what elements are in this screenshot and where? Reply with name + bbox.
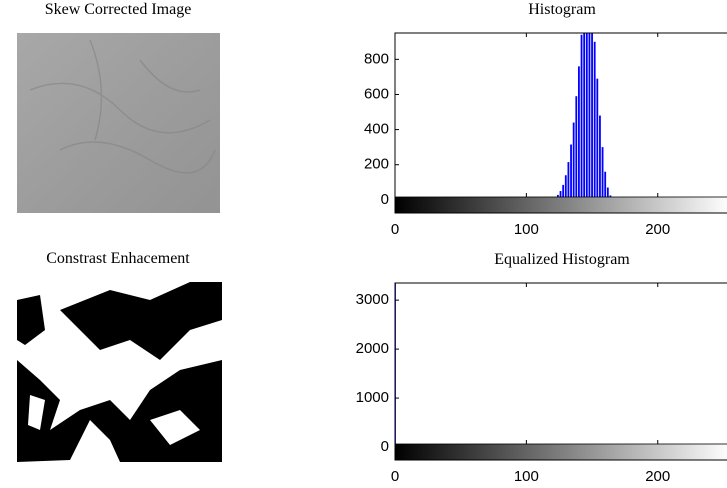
bar: [588, 33, 591, 200]
image-texture: [29, 39, 216, 174]
bar: [585, 33, 588, 200]
y-tick-label: 0: [381, 191, 389, 208]
image-texture: [17, 282, 222, 462]
bar: [567, 162, 570, 200]
chart-title: Histogram: [528, 1, 596, 18]
x-tick-label: 0: [391, 468, 399, 485]
bar: [599, 115, 601, 200]
plot-background: [395, 33, 727, 213]
bar: [604, 171, 607, 200]
x-tick-label: 0: [391, 221, 399, 238]
bar: [593, 41, 596, 200]
plot-area: [395, 283, 727, 460]
bar: [564, 175, 567, 200]
y-tick-label: 3000: [356, 291, 389, 308]
image-title: Skew Corrected Image: [45, 1, 192, 18]
x-tick-label: 100: [514, 468, 539, 485]
y-tick-label: 800: [364, 50, 389, 67]
bar: [572, 122, 575, 200]
bar: [562, 184, 565, 200]
y-tick-label: 200: [364, 156, 389, 173]
y-tick-label: 600: [364, 85, 389, 102]
skew-corrected-image: [17, 33, 220, 213]
axes-frame: [394, 32, 727, 214]
plot-area: [395, 33, 727, 213]
bar: [583, 33, 586, 200]
bar: [601, 147, 604, 200]
plot-background: [395, 283, 727, 460]
bar: [578, 66, 580, 200]
x-tick-label: 200: [645, 468, 670, 485]
bar: [606, 187, 609, 200]
chart-title: Equalized Histogram: [494, 251, 630, 268]
image-title: Constrast Enhacement: [46, 250, 190, 267]
bar: [570, 144, 572, 200]
colorbar: [395, 196, 727, 213]
y-tick-label: 400: [364, 121, 389, 138]
x-tick-label: 200: [645, 221, 670, 238]
bar: [559, 191, 562, 200]
axes-frame: [394, 282, 727, 461]
colorbar: [395, 443, 727, 460]
y-tick-label: 2000: [356, 340, 389, 357]
bar: [591, 33, 593, 200]
x-tick-label: 100: [514, 221, 539, 238]
bar: [575, 96, 578, 200]
bar: [596, 78, 599, 200]
y-tick-label: 0: [381, 438, 389, 455]
bar: [580, 34, 583, 200]
y-tick-label: 1000: [356, 389, 389, 406]
